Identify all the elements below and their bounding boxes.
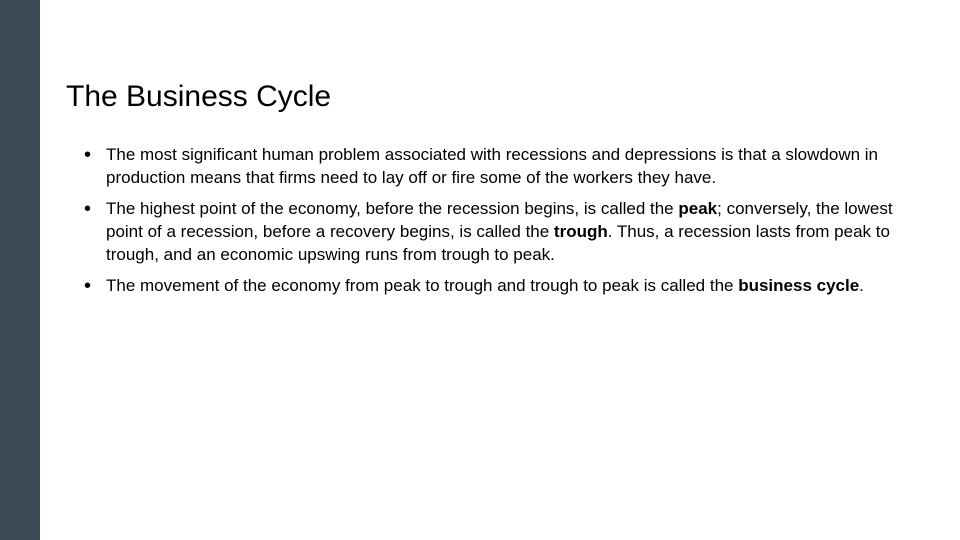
bold-text: peak (678, 199, 717, 218)
slide-title: The Business Cycle (66, 80, 926, 114)
body-text: . (859, 276, 864, 295)
bold-text: trough (554, 222, 608, 241)
bold-text: business cycle (738, 276, 859, 295)
body-text: The most significant human problem assoc… (106, 145, 878, 187)
body-text: The highest point of the economy, before… (106, 199, 678, 218)
sidebar-accent (0, 0, 40, 540)
list-item: The highest point of the economy, before… (84, 198, 926, 267)
list-item: The movement of the economy from peak to… (84, 275, 926, 298)
slide-content: The Business Cycle The most significant … (66, 80, 926, 306)
body-text: The movement of the economy from peak to… (106, 276, 738, 295)
list-item: The most significant human problem assoc… (84, 144, 926, 190)
bullet-list: The most significant human problem assoc… (66, 144, 926, 298)
